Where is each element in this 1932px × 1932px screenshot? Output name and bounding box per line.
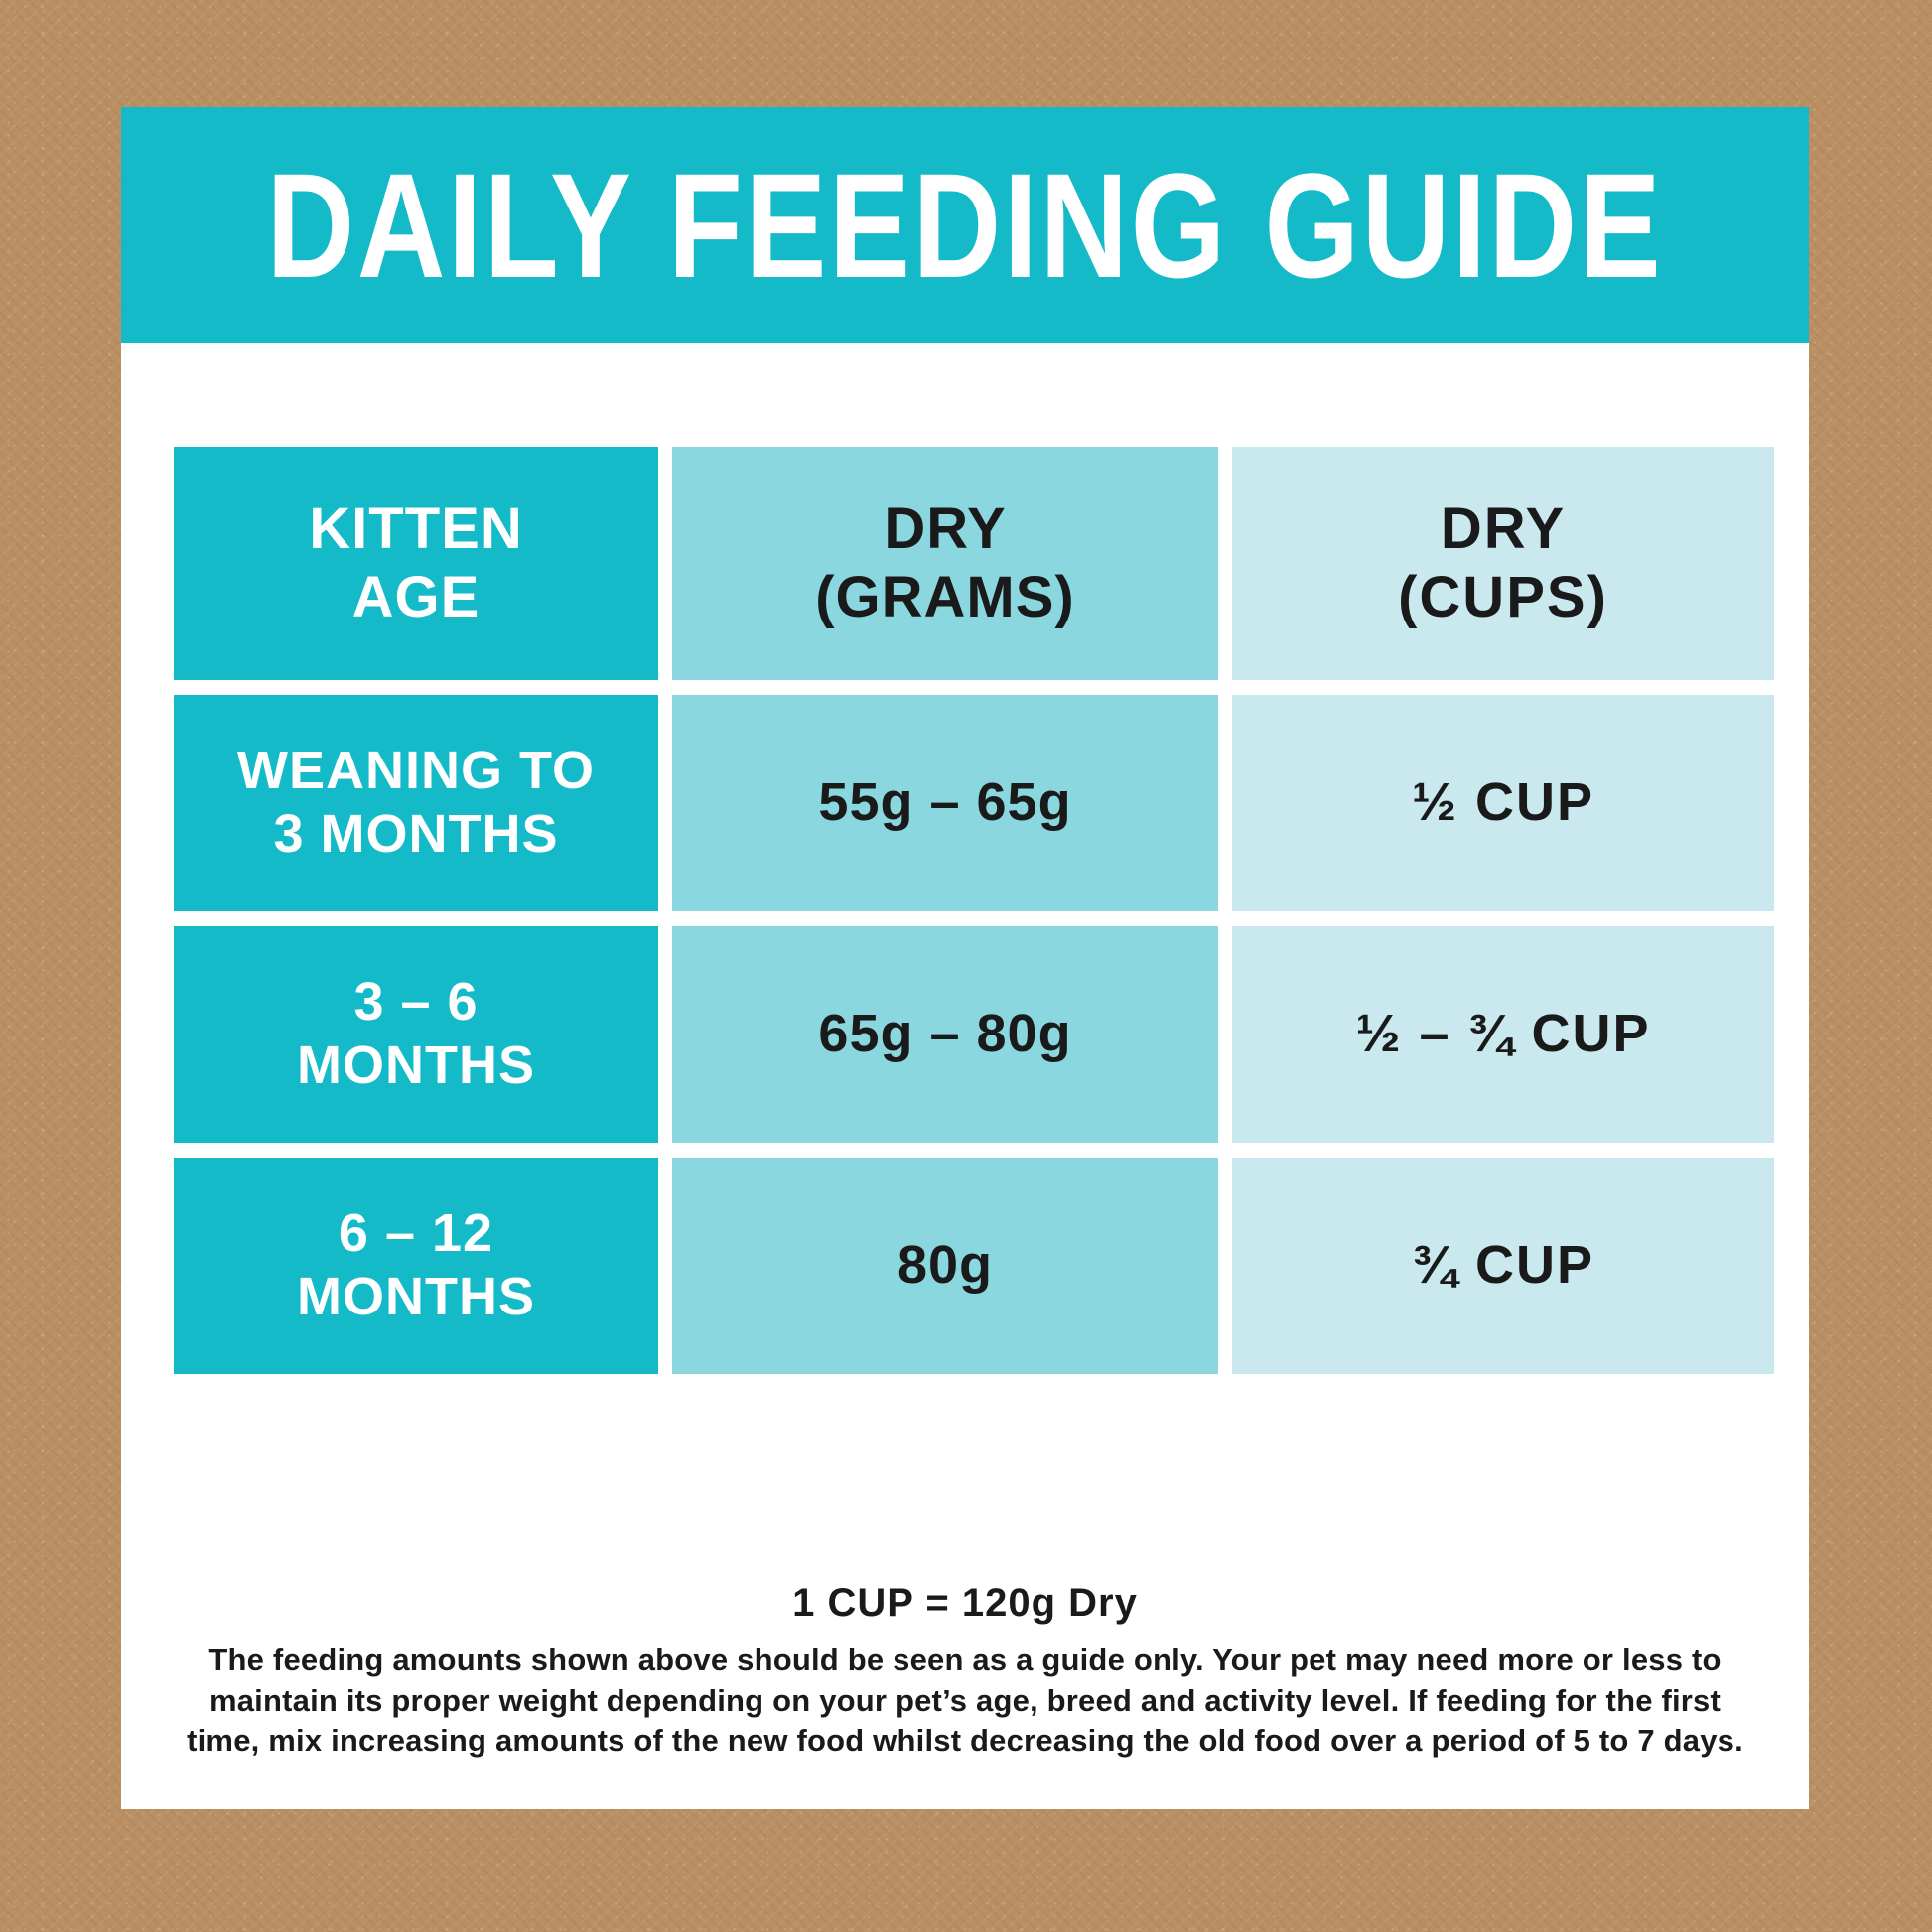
table-row-2-grams-cell: 65g – 80g bbox=[672, 926, 1218, 1143]
disclaimer-text: The feeding amounts shown above should b… bbox=[187, 1642, 1743, 1758]
table-row-1-cups-cell: ½ CUP bbox=[1232, 695, 1774, 911]
table-row-3-age-cell: 6 – 12 MONTHS bbox=[174, 1158, 658, 1374]
table-row-2-cups-cell: ½ – ¾ CUP bbox=[1232, 926, 1774, 1143]
footer-notes: 1 CUP = 120g Dry The feeding amounts sho… bbox=[121, 1582, 1809, 1762]
column-header-kitten-age: KITTEN AGE bbox=[174, 447, 658, 680]
table-row-1-grams-cell: 55g – 65g bbox=[672, 695, 1218, 911]
column-header-dry-cups: DRY (CUPS) bbox=[1232, 447, 1774, 680]
table-row-1-age-cell: WEANING TO 3 MONTHS bbox=[174, 695, 658, 911]
title-banner: DAILY FEEDING GUIDE bbox=[121, 107, 1809, 343]
table-row-3-grams-cell: 80g bbox=[672, 1158, 1218, 1374]
page-title: DAILY FEEDING GUIDE bbox=[266, 141, 1664, 309]
feeding-guide-card: DAILY FEEDING GUIDE KITTEN AGE DRY (GRAM… bbox=[121, 107, 1809, 1809]
cup-conversion-note: 1 CUP = 120g Dry bbox=[792, 1582, 1138, 1625]
table-row-2-age-cell: 3 – 6 MONTHS bbox=[174, 926, 658, 1143]
feeding-table: KITTEN AGE DRY (GRAMS) DRY (CUPS) WEANIN… bbox=[174, 447, 1774, 1374]
column-header-dry-grams: DRY (GRAMS) bbox=[672, 447, 1218, 680]
table-row-3-cups-cell: ¾ CUP bbox=[1232, 1158, 1774, 1374]
